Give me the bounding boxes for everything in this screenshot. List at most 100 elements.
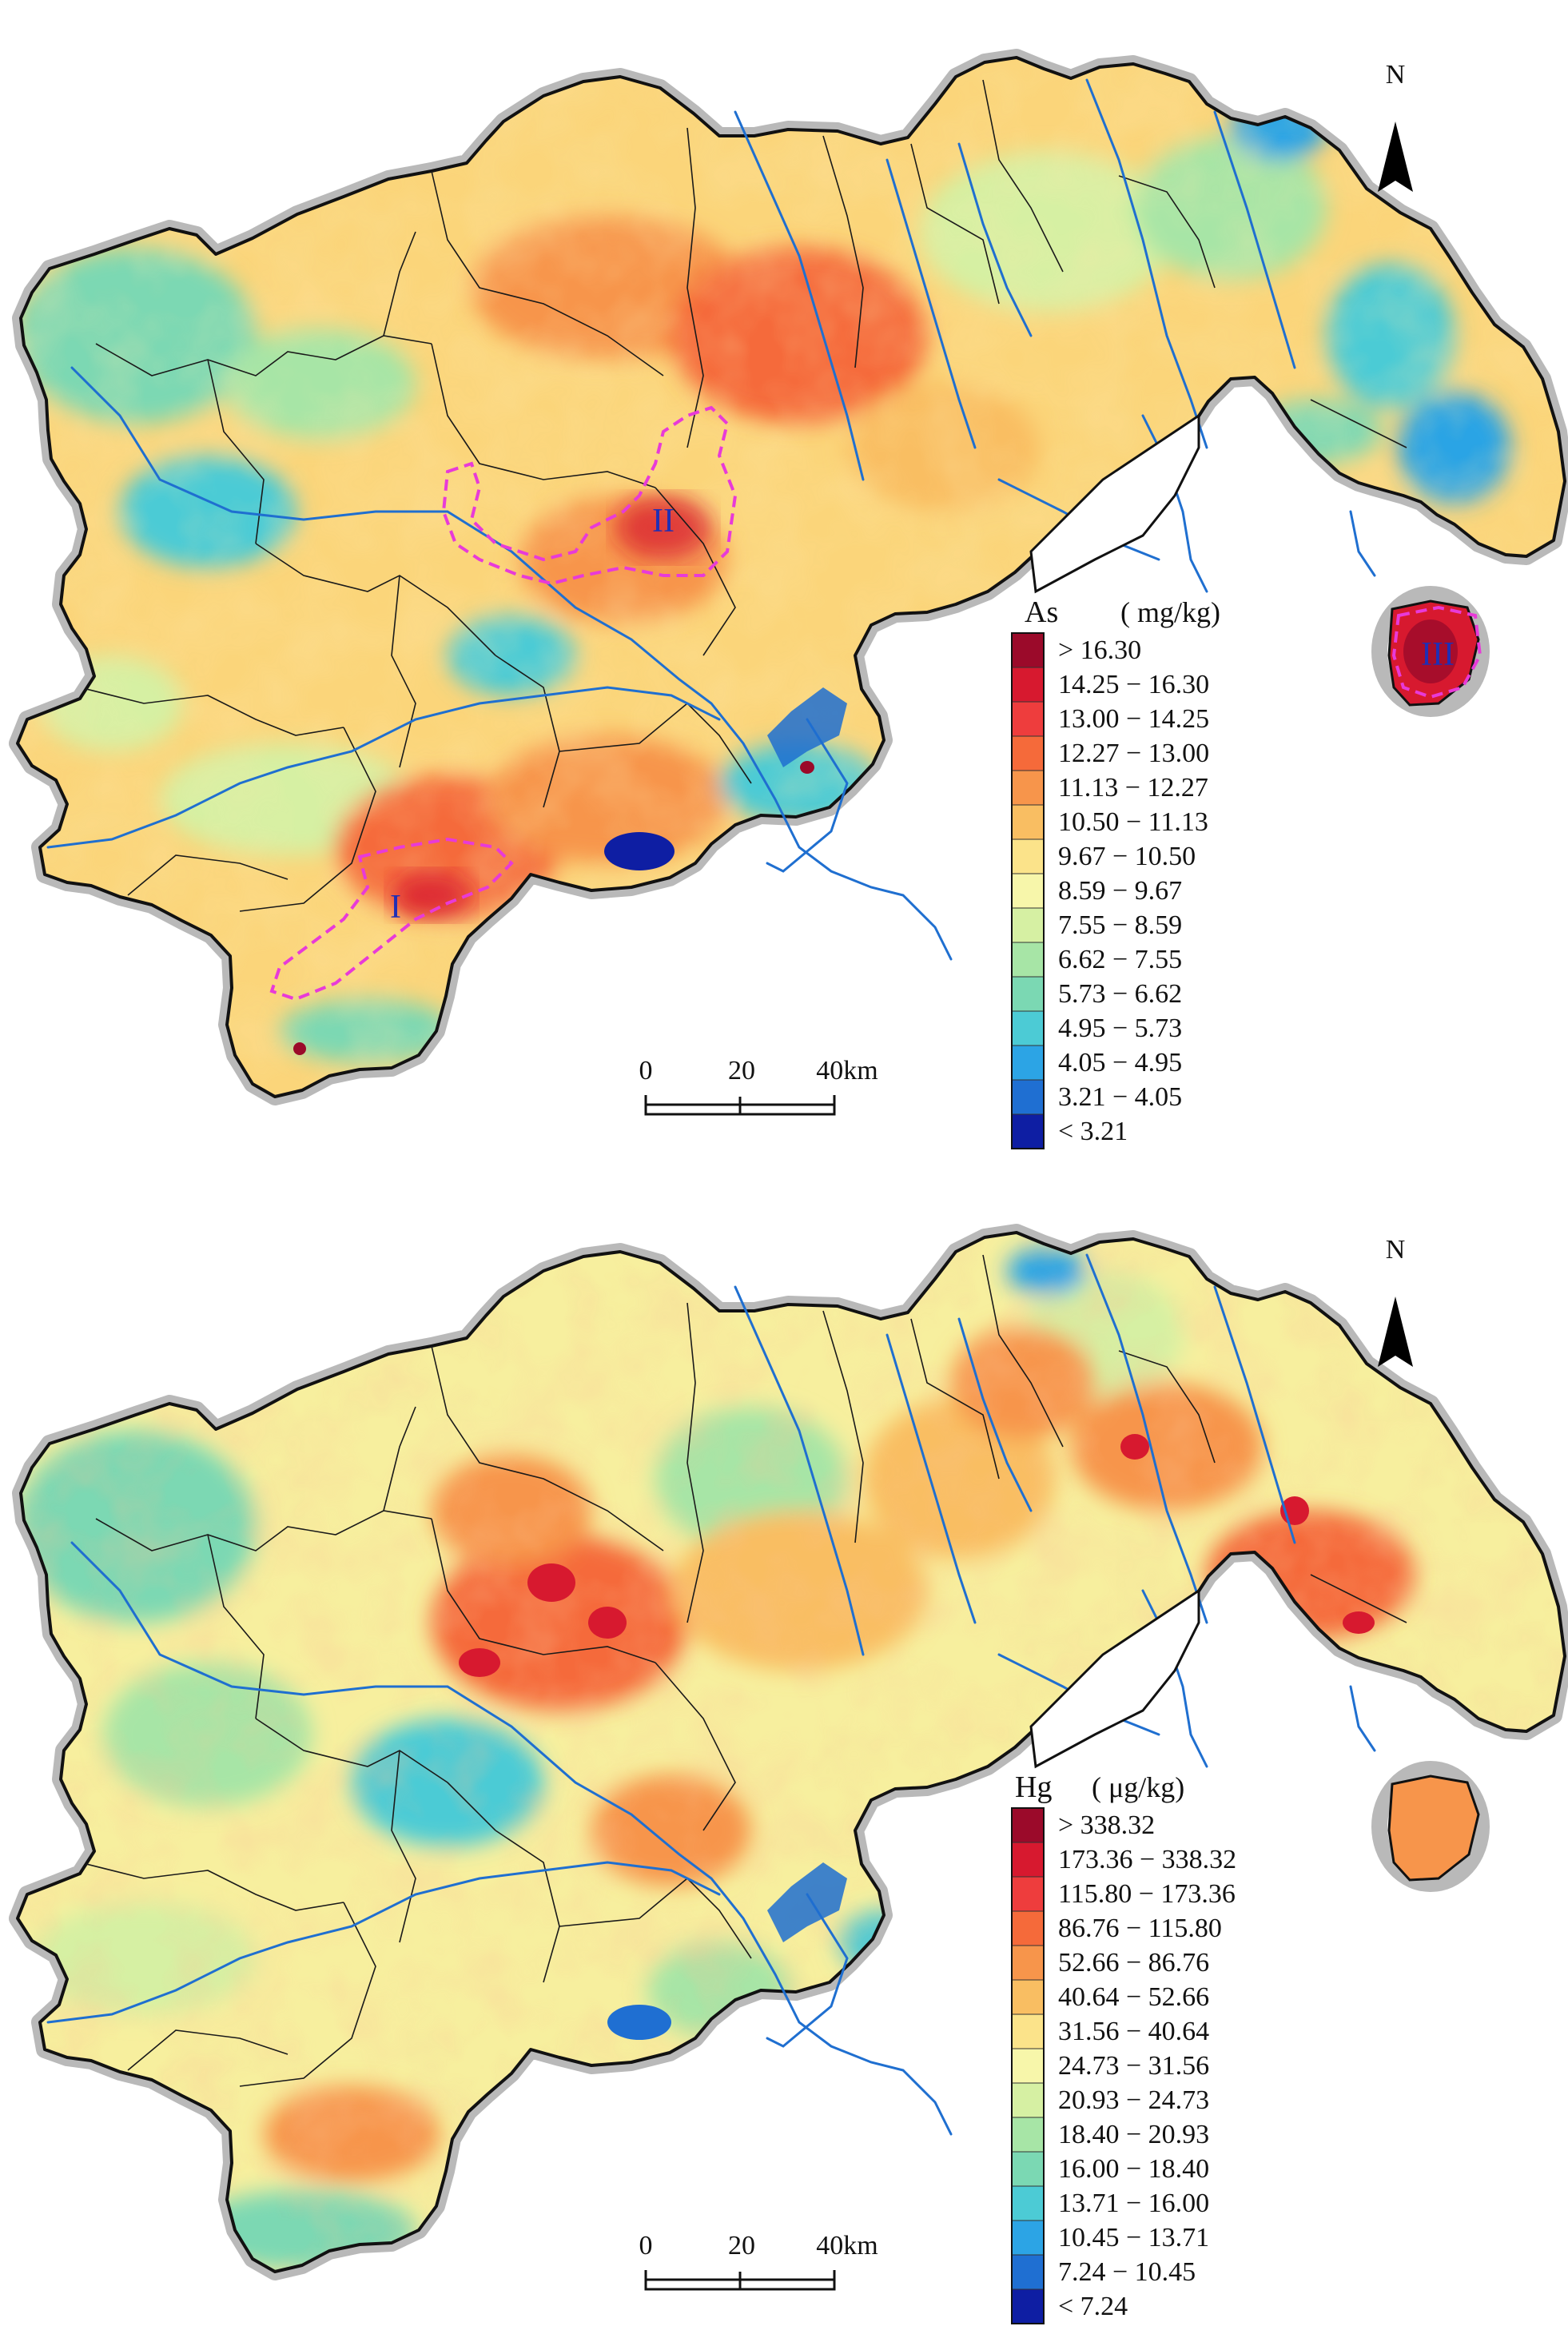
legend-swatch — [1011, 1910, 1045, 1946]
legend-label: 9.67 − 10.50 — [1058, 842, 1196, 871]
zone-label-i: I — [390, 889, 401, 926]
scale-tick-40: 40km — [816, 2231, 878, 2260]
legend-swatch — [1011, 2254, 1045, 2290]
legend-as: As ( mg/kg) > 16.30 14.25 − 16.30 13.00 − … — [1011, 595, 1220, 1149]
legend-frame — [1011, 1807, 1045, 2324]
legend-swatch — [1011, 2082, 1045, 2118]
legend-labels: > 338.32 173.36 − 338.32 115.80 − 173.36 86… — [1058, 1810, 1236, 2321]
north-arrow-as: N — [1378, 60, 1413, 192]
legend-swatch — [1011, 804, 1045, 840]
legend-label: 3.21 − 4.05 — [1058, 1082, 1182, 1112]
legend-label: < 7.24 — [1058, 2292, 1128, 2321]
legend-swatch — [1011, 2048, 1045, 2084]
scale-bar-as: 0 20 40km — [639, 1056, 878, 1116]
study-area-hg — [0, 1175, 1568, 2350]
legend-label: 7.55 − 8.59 — [1058, 910, 1182, 940]
reservoir-as — [767, 687, 847, 767]
scale-bar-hg: 0 20 40km — [639, 2231, 878, 2291]
legend-swatch — [1011, 735, 1045, 771]
bay-as — [1029, 413, 1200, 594]
legend-label: 11.13 − 12.27 — [1058, 773, 1208, 803]
legend-label: 86.76 − 115.80 — [1058, 1914, 1222, 1943]
legend-swatch — [1011, 1079, 1045, 1115]
zone-outline-i — [269, 837, 514, 1002]
legend-label: 6.62 − 7.55 — [1058, 945, 1182, 974]
legend-label: 4.05 − 4.95 — [1058, 1048, 1182, 1077]
legend-swatch — [1011, 2013, 1045, 2049]
map-panel-as: I II III N 0 20 40km As ( mg/kg) > 16.30… — [0, 0, 1568, 1149]
legend-label: 31.56 − 40.64 — [1058, 2017, 1209, 2046]
zone-outline-iii — [1391, 605, 1482, 699]
north-arrow-icon — [1378, 1296, 1413, 1367]
legend-label: 18.40 − 20.93 — [1058, 2120, 1209, 2149]
legend-swatches — [1011, 632, 1045, 1149]
legend-swatch — [1011, 976, 1045, 1012]
legend-swatch — [1011, 1842, 1045, 1878]
county-boundaries-as — [79, 79, 1407, 912]
legend-element: Hg — [1015, 1770, 1052, 1804]
legend-swatch — [1011, 1807, 1045, 1843]
legend-label: 52.66 − 86.76 — [1058, 1948, 1209, 1978]
north-label: N — [1386, 60, 1406, 90]
legend-label: 20.93 − 24.73 — [1058, 2085, 1209, 2115]
legend-hg: Hg ( μg/kg) > 338.32 173.36 − 338.32 115.8… — [1011, 1770, 1236, 2324]
legend-label: 14.25 − 16.30 — [1058, 670, 1209, 699]
legend-frame — [1011, 632, 1045, 1149]
map-canvas-hg: N 0 20 40km Hg ( μg/kg) > 338.32 173.36 −… — [0, 1175, 1568, 2350]
legend-label: > 338.32 — [1058, 1810, 1155, 1840]
legend-unit: ( μg/kg) — [1092, 1771, 1184, 1803]
legend-swatch — [1011, 632, 1045, 668]
legend-label: 40.64 − 52.66 — [1058, 1982, 1209, 2012]
legend-swatch — [1011, 701, 1045, 737]
legend-label: 13.00 − 14.25 — [1058, 704, 1209, 734]
legend-swatch — [1011, 2151, 1045, 2187]
legend-label: 5.73 − 6.62 — [1058, 979, 1182, 1009]
legend-swatch — [1011, 1113, 1045, 1149]
legend-labels: > 16.30 14.25 − 16.30 13.00 − 14.25 12.27 −… — [1058, 635, 1209, 1146]
anomaly-zones-as — [269, 405, 1482, 1002]
north-arrow-icon — [1378, 121, 1413, 192]
legend-label: 16.00 − 18.40 — [1058, 2154, 1209, 2184]
legend-label: 115.80 − 173.36 — [1058, 1879, 1236, 1909]
scale-tick-0: 0 — [639, 1056, 653, 1085]
legend-label: 7.24 − 10.45 — [1058, 2257, 1196, 2287]
legend-swatch — [1011, 2117, 1045, 2153]
scale-tick-40: 40km — [816, 1056, 878, 1085]
legend-label: > 16.30 — [1058, 635, 1141, 665]
legend-swatch — [1011, 1045, 1045, 1081]
map-canvas-as: I II III N 0 20 40km As ( mg/kg) > 16.30… — [0, 0, 1568, 1149]
legend-label: 24.73 − 31.56 — [1058, 2051, 1209, 2081]
legend-swatch — [1011, 1010, 1045, 1046]
legend-label: 10.45 − 13.71 — [1058, 2223, 1209, 2252]
legend-label: 173.36 − 338.32 — [1058, 1845, 1236, 1874]
north-arrow-hg: N — [1378, 1235, 1413, 1367]
zone-label-ii: II — [652, 503, 675, 540]
legend-element: As — [1025, 595, 1058, 629]
county-boundaries-hg — [79, 1254, 1407, 2087]
bay-hg — [1029, 1588, 1200, 1769]
scale-tick-20: 20 — [728, 1056, 755, 1085]
north-label: N — [1386, 1235, 1406, 1265]
legend-swatch — [1011, 873, 1045, 909]
legend-swatch — [1011, 1945, 1045, 1981]
legend-swatches — [1011, 1807, 1045, 2324]
legend-swatch — [1011, 770, 1045, 806]
legend-swatch — [1011, 2288, 1045, 2324]
scale-tick-20: 20 — [728, 2231, 755, 2260]
legend-label: < 3.21 — [1058, 1117, 1128, 1146]
legend-swatch — [1011, 907, 1045, 943]
legend-swatch — [1011, 2220, 1045, 2256]
legend-swatch — [1011, 1979, 1045, 2015]
zone-outline-ii — [441, 405, 738, 586]
legend-label: 8.59 − 9.67 — [1058, 876, 1182, 906]
legend-label: 13.71 − 16.00 — [1058, 2189, 1209, 2218]
legend-swatch — [1011, 942, 1045, 978]
map-panel-hg: N 0 20 40km Hg ( μg/kg) > 338.32 173.36 −… — [0, 1175, 1568, 2350]
legend-label: 10.50 − 11.13 — [1058, 807, 1208, 837]
zone-label-iii: III — [1421, 636, 1455, 673]
legend-label: 4.95 − 5.73 — [1058, 1014, 1182, 1043]
legend-swatch — [1011, 2185, 1045, 2221]
legend-swatch — [1011, 1876, 1045, 1912]
reservoir-hg — [767, 1862, 847, 1942]
legend-swatch — [1011, 667, 1045, 703]
